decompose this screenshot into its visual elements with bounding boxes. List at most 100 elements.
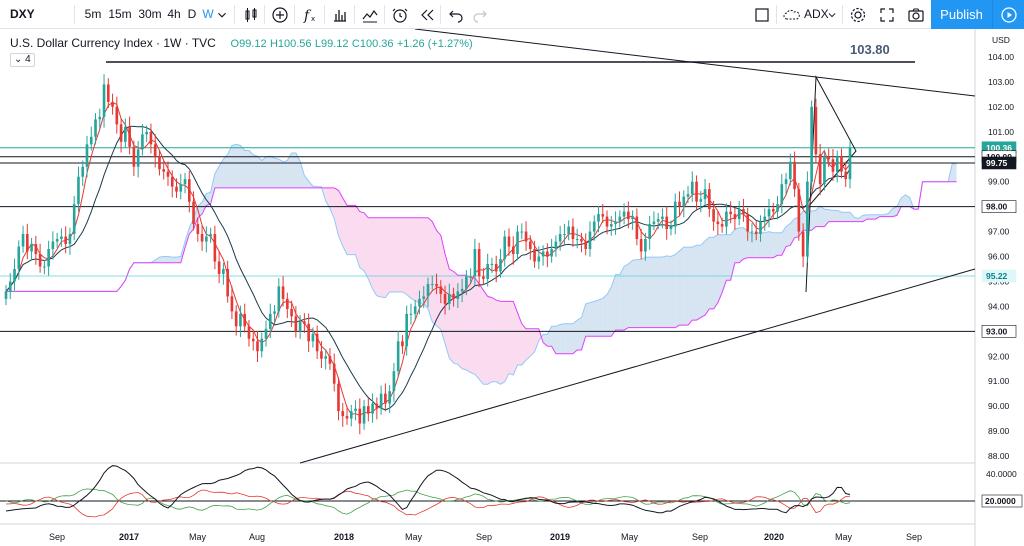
ichimoku-cloud-segment [589,301,595,337]
interval-w-button[interactable]: W [202,7,214,21]
ichimoku-cloud-segment [398,217,403,293]
candle-body [614,221,617,225]
replay-icon[interactable] [414,0,440,29]
candle-body [609,224,613,227]
candle-body [533,249,536,262]
candle-body [367,406,370,414]
candle-body [162,169,166,172]
chevron-down-icon[interactable] [214,0,230,29]
candle-body [13,268,16,282]
legend-change: +1.26 (+1.27%) [396,38,473,50]
ichimoku-cloud-segment [428,217,433,322]
ichimoku-cloud-segment [615,274,620,331]
candle-body [503,236,507,259]
candle-body [217,261,221,274]
ichimoku-cloud-segment [628,260,633,328]
svg-text:f: f [303,8,312,24]
candles-icon[interactable] [238,0,264,29]
candle-body [34,244,38,255]
triangle-pattern-lines [805,75,857,293]
price-label-text: 95.22 [986,271,1008,281]
fullscreen-rect-icon[interactable] [749,0,775,29]
candle-body [273,311,276,314]
candle-body [580,239,583,242]
symbol-search-button[interactable]: DXY [10,7,35,21]
candle-body [810,106,813,182]
templates-icon[interactable] [357,0,383,29]
ichimoku-cloud-segment [952,163,957,182]
candle-body [401,341,404,347]
ichimoku-cloud-segment [521,323,527,365]
toolbar-divider [264,5,265,24]
time-tick-label: 2020 [764,532,784,542]
legend-low: L99.12 [314,38,349,50]
play-icon[interactable] [992,0,1024,29]
interval-4h-button[interactable]: 4h [167,7,181,21]
interval-d-button[interactable]: D [187,7,197,21]
candle-body [230,296,234,312]
candle-body [648,224,651,240]
candle-body [349,411,353,419]
ichimoku-cloud-segment [372,217,377,296]
compare-adx-button[interactable]: ADX [804,7,829,21]
ichimoku-cloud-segment [577,317,582,351]
interval-5m-button[interactable]: 5m [84,7,102,21]
ichimoku-cloud-segment [769,231,774,258]
time-tick-label: May [405,532,423,542]
candle-body [793,161,796,190]
candle-body [260,338,264,352]
camera-icon[interactable] [903,0,929,29]
legend-open: O99.12 [230,38,267,50]
ichimoku-cloud-segment [504,301,509,382]
ichimoku-cloud-segment [820,206,825,227]
candle-body [426,283,430,297]
candle-body [324,356,328,359]
candle-body [158,156,161,170]
price-tick-label: 90.00 [988,401,1010,411]
ichimoku-cloud-segment [419,217,424,304]
ichimoku-cloud-segment [368,217,373,289]
candle-body [392,371,396,392]
candle-body [644,239,647,252]
ichimoku-cloud-segment [726,234,731,281]
candle-body [166,171,170,177]
settings-icon[interactable] [845,0,871,29]
toolbar-divider [842,5,843,24]
interval-15m-button[interactable]: 15m [108,7,132,21]
fullscreen-icon[interactable] [874,0,900,29]
resistance-trendline [414,29,976,97]
candle-body [844,171,848,180]
candle-body [4,291,8,299]
study-toggle-button[interactable]: ⌄ 4 [10,53,35,67]
candle-body [8,281,12,292]
publish-button[interactable]: Publish [931,0,992,29]
ichimoku-cloud-segment [393,217,399,293]
price-label-text: 99.75 [986,158,1008,168]
adx-line [5,465,851,514]
ichimoku-cloud-segment [210,173,215,205]
ichimoku-cloud-segment [828,209,833,222]
candle-body [303,321,306,324]
candle-body [708,189,711,210]
cloud-icon[interactable] [780,0,804,29]
price-chart[interactable]: 103.80104.00103.00102.00101.00100.0099.0… [0,29,1024,546]
bar-chart-icon[interactable] [327,0,353,29]
ichimoku-cloud-segment [406,217,411,299]
candle-body [584,241,588,250]
ichimoku-cloud-segment [295,153,301,188]
ichimoku-cloud-segment [159,256,164,263]
toolbar-divider [354,5,355,24]
chevron-down-icon[interactable] [825,0,839,29]
add-compare-icon[interactable] [267,0,293,29]
alert-icon[interactable] [387,0,413,29]
ichimoku-cloud-segment [270,156,275,188]
ichimoku-cloud-segment [871,214,876,220]
interval-30m-button[interactable]: 30m [138,7,162,21]
redo-icon[interactable] [467,0,493,29]
ichimoku-cloud-segment [709,237,714,309]
ichimoku-cloud-segment [841,212,846,222]
ichimoku-cloud-segment [564,323,569,354]
ichimoku-cloud-segment [342,197,348,255]
undo-icon[interactable] [443,0,469,29]
